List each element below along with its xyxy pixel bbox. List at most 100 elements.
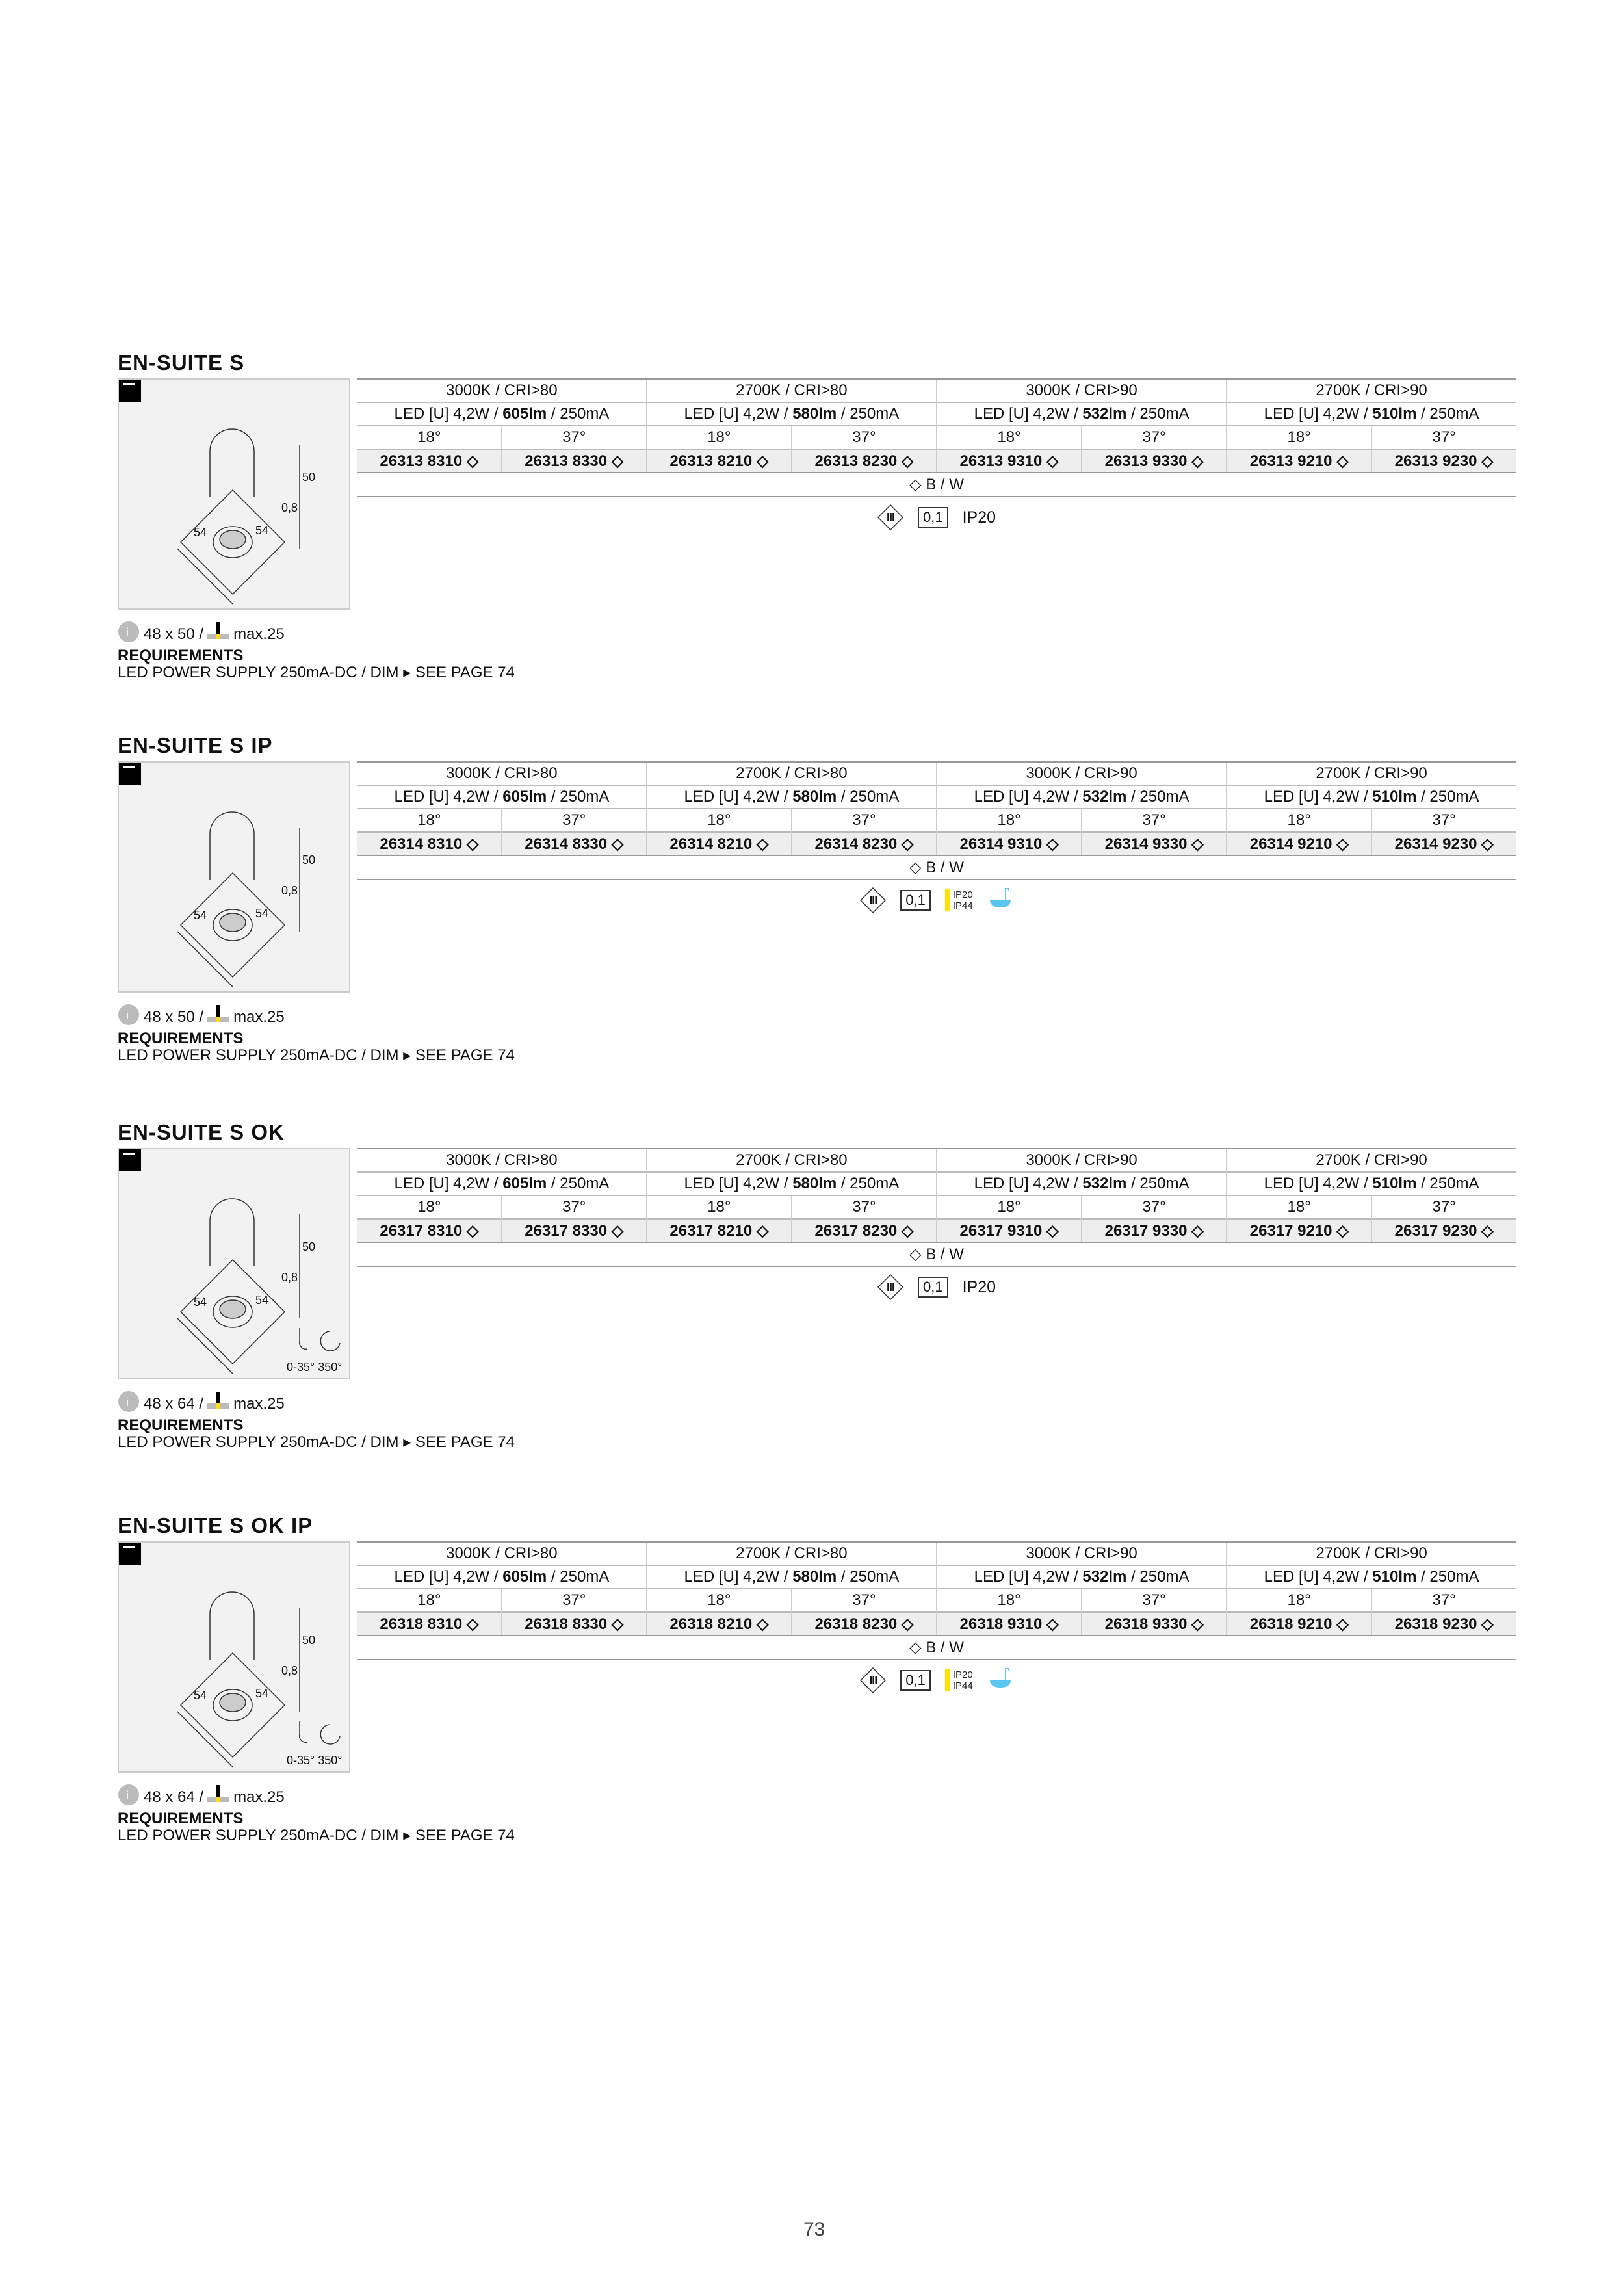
code-prefix: 26318 [1104,1615,1149,1633]
article-code[interactable]: 26314 9230 ◇ [1371,831,1516,856]
code-suffix: 8310 [427,452,463,470]
article-code[interactable]: 26317 9210 ◇ [1226,1218,1372,1243]
article-code[interactable]: 26318 9210 ◇ [1226,1611,1372,1636]
code-suffix: 9310 [1007,452,1043,470]
code-suffix: 8230 [862,1221,898,1240]
color-temperature: 3000K / CRI>90 [935,1148,1227,1172]
beam-angle: 37° [1371,425,1516,449]
article-code[interactable]: 26317 8310 ◇ [357,1218,502,1243]
beam-angle: 37° [500,1195,647,1219]
max-depth: max.25 [233,1788,285,1806]
dimension-label: 54 [255,1294,269,1307]
article-code[interactable]: 26313 9310 ◇ [935,449,1082,473]
article-code[interactable]: 26314 8330 ◇ [500,831,647,856]
article-code[interactable]: 26317 8230 ◇ [790,1218,937,1243]
code-prefix: 26317 [669,1221,714,1240]
ip-rating: IP20 [962,1277,996,1296]
finish-options: ◇ B / W [357,855,1516,880]
color-temperature: 3000K / CRI>80 [357,1541,647,1565]
code-suffix: 8210 [717,1221,753,1240]
code-suffix: 9330 [1152,1615,1188,1633]
ip-rating-2: IP44 [952,900,973,911]
beam-angle: 18° [645,425,792,449]
beam-angle: 18° [935,425,1082,449]
article-code[interactable]: 26318 9310 ◇ [935,1611,1082,1636]
tilt-label: 0-35° 350° [287,1361,343,1374]
beam-angle-row: 18° 37° 18° 37° 18° 37° 18° 37° [357,808,1516,832]
code-suffix: 9230 [1442,1615,1477,1633]
article-code[interactable]: 26317 9330 ◇ [1081,1218,1227,1243]
finish-options: ◇ B / W [357,1636,1516,1660]
article-code[interactable]: 26313 8330 ◇ [500,449,647,473]
svg-text:i: i [126,1396,129,1409]
dimension-label: 50 [302,471,316,484]
led-spec-prefix: LED [U] 4,2W / [684,405,793,423]
product-section: EN-SUITE S OK IP 50 0,8 54 54 0-35° 350° 3000K… [118,1513,1516,1844]
article-code[interactable]: 26314 9310 ◇ [935,831,1082,856]
article-code[interactable]: 26318 9230 ◇ [1371,1611,1516,1636]
article-code[interactable]: 26317 8330 ◇ [500,1218,647,1243]
color-temperature: 2700K / CRI>80 [645,378,937,402]
product-title: EN-SUITE S [118,350,245,374]
led-spec-prefix: LED [U] 4,2W / [684,1568,793,1585]
led-spec-suffix: / 250mA [547,1568,610,1585]
article-code[interactable]: 26317 9230 ◇ [1371,1218,1516,1243]
class-iii-icon: III [877,504,903,530]
article-code[interactable]: 26318 8230 ◇ [790,1611,937,1636]
svg-text:i: i [126,1789,129,1802]
product-section: EN-SUITE S IP 50 0,8 54 54 3000K / CRI>80 2700… [118,733,1516,1064]
led-spec-prefix: LED [U] 4,2W / [684,1175,793,1192]
article-code[interactable]: 26313 8310 ◇ [357,449,502,473]
requirements-title: REQUIREMENTS [118,647,244,664]
article-code[interactable]: 26313 8210 ◇ [645,449,792,473]
beam-angle: 18° [935,1588,1082,1612]
article-code[interactable]: 26318 9330 ◇ [1081,1611,1227,1636]
led-spec-suffix: / 250mA [1416,1175,1479,1192]
recessed-tag-icon [119,380,141,402]
ip-rating-stack: IP20 IP44 [944,889,973,911]
finish-options: ◇ B / W [357,1242,1516,1267]
beam-angle: 37° [500,808,647,832]
code-prefix: 26314 [1249,835,1293,853]
code-prefix: 26318 [959,1615,1004,1633]
cutout-icon: i [118,621,140,647]
article-code[interactable]: 26313 9210 ◇ [1226,449,1372,473]
requirements: REQUIREMENTS LED POWER SUPPLY 250mA-DC / … [118,1417,515,1451]
requirements-title: REQUIREMENTS [118,1416,244,1434]
article-code[interactable]: 26318 8330 ◇ [500,1611,647,1636]
requirements-text: LED POWER SUPPLY 250mA-DC / DIM ▸ SEE PA… [118,1047,515,1064]
article-code[interactable]: 26313 9330 ◇ [1081,449,1227,473]
led-spec-suffix: / 250mA [1416,1568,1479,1585]
code-prefix: 26314 [1394,835,1438,853]
requirements: REQUIREMENTS LED POWER SUPPLY 250mA-DC / … [118,1030,515,1064]
cutout-size: 48 x 50 / [144,625,204,643]
led-spec-suffix: / 250mA [1126,1175,1189,1192]
article-code[interactable]: 26313 9230 ◇ [1371,449,1516,473]
led-spec-prefix: LED [U] 4,2W / [394,405,503,423]
class-iii-icon: III [860,887,887,913]
article-code[interactable]: 26318 8310 ◇ [357,1611,502,1636]
article-code[interactable]: 26318 8210 ◇ [645,1611,792,1636]
article-code[interactable]: 26314 9330 ◇ [1081,831,1227,856]
article-code[interactable]: 26314 8210 ◇ [645,831,792,856]
led-spec-prefix: LED [U] 4,2W / [1264,1175,1373,1192]
color-temperature-row: 3000K / CRI>80 2700K / CRI>80 3000K / CRI>… [357,378,1516,402]
article-code[interactable]: 26314 8230 ◇ [790,831,937,856]
cutout-info: i 48 x 50 / max.25 [118,1004,285,1030]
color-temperature: 2700K / CRI>90 [1226,1148,1516,1172]
article-code[interactable]: 26314 9210 ◇ [1226,831,1372,856]
beam-angle: 18° [935,808,1082,832]
product-table: 3000K / CRI>80 2700K / CRI>80 3000K / CRI>… [357,1541,1516,1636]
product-drawing: 50 0,8 54 54 [118,378,350,610]
article-code-row: 26318 8310 ◇ 26318 8330 ◇ 26318 8210 ◇ 2631… [357,1611,1516,1636]
beam-angle: 37° [1081,425,1227,449]
article-code[interactable]: 26317 9310 ◇ [935,1218,1082,1243]
color-temperature: 3000K / CRI>90 [935,1541,1227,1565]
article-code[interactable]: 26313 8230 ◇ [790,449,937,473]
article-code[interactable]: 26317 8210 ◇ [645,1218,792,1243]
color-temperature-row: 3000K / CRI>80 2700K / CRI>80 3000K / CRI>… [357,1541,1516,1565]
led-spec: LED [U] 4,2W / 532lm / 250mA [935,402,1227,426]
led-spec-suffix: / 250mA [547,1175,610,1192]
article-code[interactable]: 26314 8310 ◇ [357,831,502,856]
cutout-icon: i [118,1390,140,1417]
